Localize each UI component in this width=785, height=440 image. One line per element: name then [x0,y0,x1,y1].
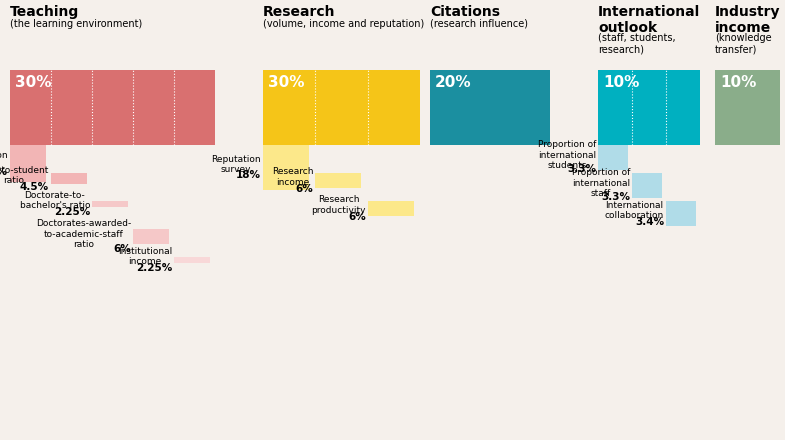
Text: 30%: 30% [15,75,52,90]
Text: Research
income: Research income [272,168,313,187]
Text: 3.4%: 3.4% [635,217,664,227]
Text: 30%: 30% [268,75,305,90]
Text: 3.3%: 3.3% [601,192,630,202]
Text: 2.25%: 2.25% [136,263,172,273]
Text: 20%: 20% [435,75,472,90]
Text: Research
productivity: Research productivity [311,195,366,215]
Bar [263,70,420,145]
Bar [598,145,628,170]
Text: Reputation
survey: Reputation survey [211,154,261,174]
Bar [10,70,215,145]
Text: 6%: 6% [296,183,313,194]
Text: Proportion of
international
students: Proportion of international students [538,140,596,170]
Text: Doctorate-to-
bachelor's ratio: Doctorate-to- bachelor's ratio [20,191,90,210]
Bar [51,173,87,184]
Text: 6%: 6% [113,243,131,253]
Text: Teaching: Teaching [10,5,79,19]
Bar [367,201,414,216]
Text: Citations: Citations [430,5,500,19]
Text: 18%: 18% [236,170,261,180]
Text: International
outlook: International outlook [598,5,700,35]
Text: Reputation
survey: Reputation survey [0,151,8,170]
Text: (volume, income and reputation): (volume, income and reputation) [263,19,424,29]
Text: 6%: 6% [348,212,366,221]
Bar [715,70,780,145]
Bar [174,257,210,263]
Text: 10%: 10% [603,75,639,90]
Bar [10,145,46,183]
Text: Industry
income: Industry income [715,5,780,35]
Bar [632,173,662,198]
Text: 4.5%: 4.5% [20,182,49,192]
Bar [133,229,169,244]
Text: 15%: 15% [0,167,8,177]
Text: (staff, students,
research): (staff, students, research) [598,33,676,55]
Text: Proportion of
international
staff: Proportion of international staff [571,169,630,198]
Bar [430,70,550,145]
Text: (knowledge
transfer): (knowledge transfer) [715,33,772,55]
Text: Institutional
income: Institutional income [118,247,172,266]
Bar [666,201,696,227]
Text: 3.3%: 3.3% [567,165,596,174]
Text: 10%: 10% [720,75,757,90]
Text: Research: Research [263,5,335,19]
Bar [92,201,128,207]
Bar [598,70,700,145]
Text: (the learning environment): (the learning environment) [10,19,142,29]
Bar [316,173,361,188]
Text: (research influence): (research influence) [430,19,528,29]
Text: 2.25%: 2.25% [53,207,90,217]
Bar [263,145,309,190]
Text: International
collaboration: International collaboration [604,201,664,220]
Text: Doctorates-awarded-
to-academic-staff
ratio: Doctorates-awarded- to-academic-staff ra… [36,220,131,249]
Text: Staff-to-student
ratio: Staff-to-student ratio [0,165,49,185]
